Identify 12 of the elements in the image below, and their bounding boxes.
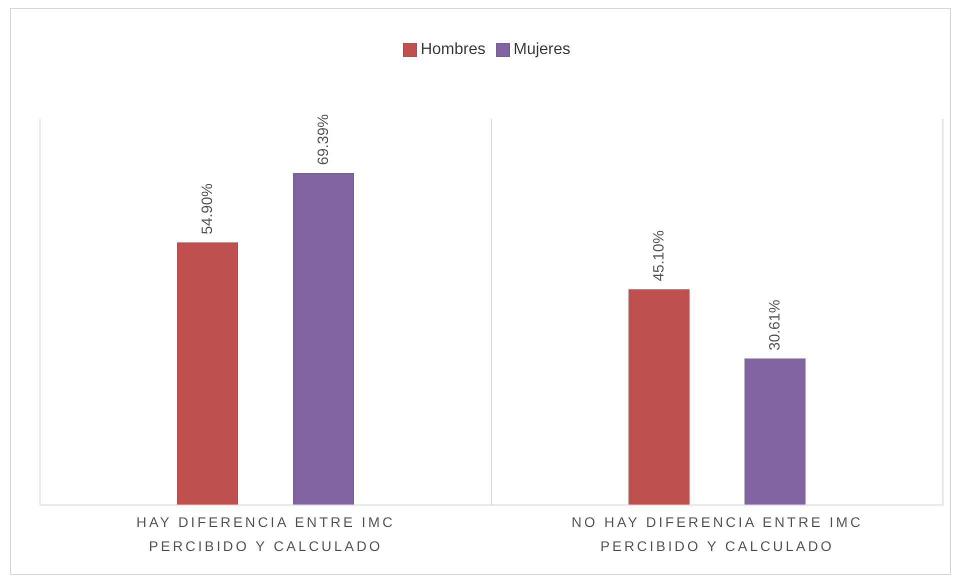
bar <box>628 289 690 505</box>
bar <box>177 242 238 505</box>
legend-label: Mujeres <box>514 41 570 58</box>
bar <box>293 173 354 505</box>
bar <box>744 358 806 505</box>
data-label: 45.10% <box>650 230 668 282</box>
data-label: 69.39% <box>315 114 332 165</box>
x-tick-label: NO HAY DIFERENCIA ENTRE IMC PERCIBIDO Y CALCULADO <box>572 514 863 554</box>
data-label: 54.90% <box>199 183 216 234</box>
legend-label: Hombres <box>420 41 486 58</box>
data-label: 30.61% <box>766 300 784 351</box>
x-tick-label: HAY DIFERENCIA ENTRE IMC PERCIBIDO Y CALCULADO <box>136 514 396 554</box>
